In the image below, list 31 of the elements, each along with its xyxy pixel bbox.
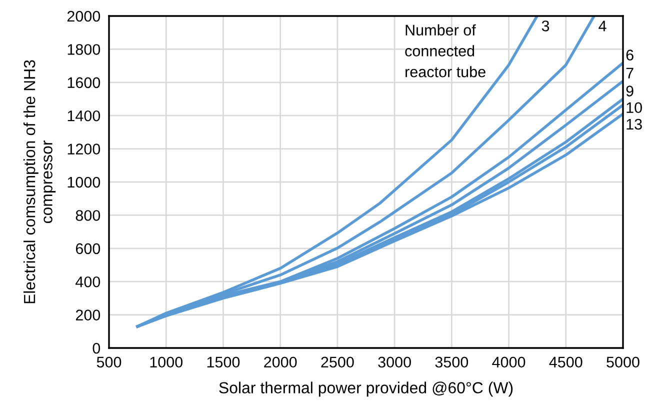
x-tick-label: 1500	[207, 356, 240, 368]
series-label: 6	[626, 50, 634, 60]
x-tick-label: 2500	[321, 356, 354, 368]
y-axis-title: Electrical comsumption of the NH3 compressor	[23, 60, 56, 304]
x-tick-label: 500	[96, 356, 122, 368]
x-tick-label: 4000	[492, 356, 526, 368]
y-tick-label: 0	[92, 342, 100, 354]
y-tick-label: 1200	[68, 144, 100, 154]
y-tick-label: 2000	[67, 10, 100, 22]
series-label: 3	[542, 20, 550, 32]
y-tick-label: 1000	[68, 176, 100, 188]
x-tick-label: 1000	[150, 356, 183, 368]
x-axis-title: Solar thermal power provided @60°C (W)	[219, 382, 513, 397]
x-tick-label: 2000	[264, 356, 297, 368]
y-tick-label: 1800	[68, 44, 100, 55]
series-label: 13	[626, 118, 642, 130]
y-tick-label: 600	[76, 243, 100, 254]
series-label: 9	[626, 86, 634, 96]
y-tick-label: 800	[76, 210, 100, 221]
x-tick-label: 4500	[549, 356, 582, 368]
x-tick-label: 3500	[435, 356, 468, 368]
x-tick-label: 3000	[378, 356, 411, 368]
y-tick-label: 1400	[68, 110, 100, 122]
series-label: 7	[626, 68, 634, 78]
y-tick-label: 200	[76, 310, 100, 320]
x-tick-label: 5000	[606, 356, 640, 368]
y-tick-label: 1600	[68, 77, 100, 88]
annotation: Number of connected reactor tube	[405, 24, 486, 78]
y-tick-label: 400	[76, 276, 100, 288]
series-label: 10	[626, 102, 642, 114]
series-label: 4	[598, 20, 606, 32]
